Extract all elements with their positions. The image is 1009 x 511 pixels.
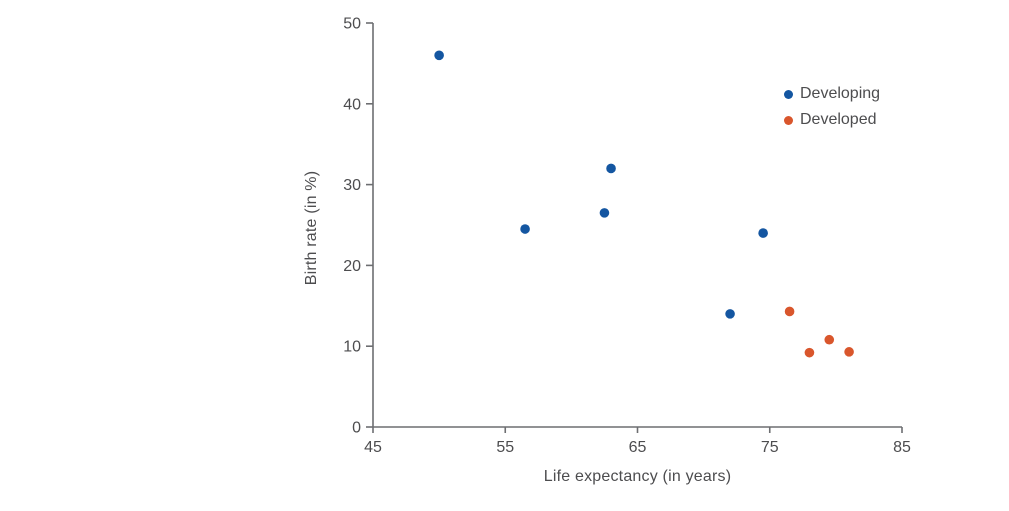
y-tick-label: 40 <box>343 96 361 113</box>
data-point-developed <box>824 334 835 345</box>
x-axis-title: Life expectancy (in years) <box>543 468 732 485</box>
y-tick-label: 10 <box>343 339 361 356</box>
data-point-developing <box>758 228 768 238</box>
data-point-developing <box>725 309 735 319</box>
x-tick-label: 65 <box>629 439 647 456</box>
legend: Developing Developed <box>784 81 880 133</box>
developing-series-dot-icon <box>784 89 793 99</box>
x-tick-label: 45 <box>364 439 382 456</box>
data-point-developed <box>844 347 854 357</box>
y-axis-title: Birth rate (in %) <box>303 170 320 286</box>
data-point-developed <box>804 347 815 358</box>
legend-label-developed: Developed <box>800 111 877 128</box>
data-point-developed <box>784 306 795 317</box>
y-tick-label: 50 <box>343 16 361 33</box>
x-tick-label: 85 <box>893 439 911 456</box>
data-point-developing <box>434 50 444 61</box>
y-tick-label: 0 <box>352 420 361 437</box>
y-tick-label: 20 <box>343 258 361 275</box>
legend-item-developing: Developing <box>784 81 880 107</box>
x-tick-label: 55 <box>496 439 514 456</box>
x-tick-label: 75 <box>761 439 779 456</box>
data-point-developing <box>520 224 530 234</box>
y-tick-label: 30 <box>343 177 361 194</box>
legend-item-developed: Developed <box>784 107 880 133</box>
data-point-developing <box>599 208 610 218</box>
developed-series-dot-icon <box>784 115 793 125</box>
legend-label-developing: Developing <box>800 85 881 102</box>
data-point-developing <box>606 163 616 174</box>
